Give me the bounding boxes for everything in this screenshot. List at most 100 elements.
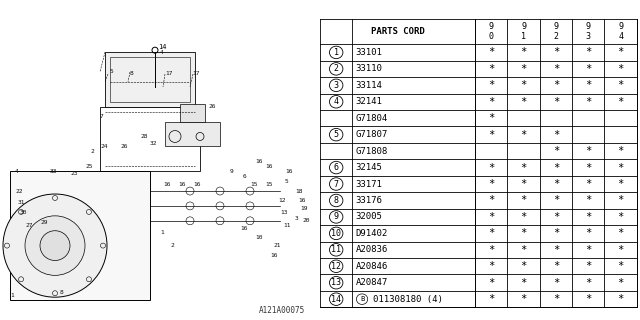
Text: 28: 28 (140, 134, 147, 139)
Text: *: * (553, 261, 559, 271)
Text: 26: 26 (208, 104, 216, 109)
Text: *: * (618, 80, 624, 90)
Text: *: * (553, 97, 559, 107)
Text: 33171: 33171 (356, 180, 383, 188)
Text: *: * (553, 294, 559, 304)
Text: *: * (520, 97, 527, 107)
Text: 16: 16 (193, 181, 200, 187)
Text: 26: 26 (120, 144, 127, 149)
Text: 2: 2 (90, 149, 93, 154)
Text: *: * (618, 261, 624, 271)
Bar (100, 107, 200, 171)
Text: 1: 1 (10, 293, 13, 298)
Circle shape (3, 194, 107, 297)
Text: A20836: A20836 (356, 245, 388, 254)
Text: *: * (553, 64, 559, 74)
Text: 3: 3 (333, 81, 339, 90)
Text: 5: 5 (110, 69, 114, 75)
Circle shape (25, 216, 85, 275)
Text: 8: 8 (60, 290, 64, 295)
Text: *: * (553, 179, 559, 189)
Text: 21: 21 (273, 243, 280, 248)
Text: *: * (618, 146, 624, 156)
Text: *: * (618, 179, 624, 189)
Text: *: * (553, 163, 559, 172)
Text: 4: 4 (15, 169, 19, 174)
Text: 9: 9 (230, 169, 234, 174)
Text: *: * (520, 261, 527, 271)
Text: 32145: 32145 (356, 163, 383, 172)
Text: *: * (585, 146, 591, 156)
Text: *: * (488, 80, 495, 90)
Text: *: * (553, 47, 559, 57)
Bar (180, 104, 205, 122)
Text: *: * (488, 179, 495, 189)
Text: *: * (618, 212, 624, 222)
Text: *: * (553, 212, 559, 222)
Text: 10: 10 (331, 229, 341, 238)
Text: 6: 6 (333, 163, 339, 172)
Text: *: * (488, 245, 495, 255)
Text: *: * (520, 47, 527, 57)
Text: *: * (520, 64, 527, 74)
Text: 2: 2 (333, 64, 339, 73)
Text: PARTS CORD: PARTS CORD (371, 27, 424, 36)
Text: 16: 16 (240, 226, 248, 231)
Text: A121A00075: A121A00075 (259, 306, 305, 315)
Text: 32: 32 (150, 141, 157, 146)
Text: *: * (618, 278, 624, 288)
Text: 6: 6 (243, 174, 247, 179)
Text: *: * (618, 245, 624, 255)
Text: 27: 27 (25, 223, 33, 228)
Text: 1: 1 (160, 230, 164, 235)
Text: A20847: A20847 (356, 278, 388, 287)
Text: *: * (618, 196, 624, 205)
Text: 011308180 (4): 011308180 (4) (373, 295, 444, 304)
Text: 17: 17 (192, 71, 200, 76)
Text: *: * (585, 261, 591, 271)
Text: 33: 33 (50, 169, 58, 174)
Text: 13: 13 (331, 278, 341, 287)
Bar (165, 122, 220, 146)
Text: 16: 16 (265, 164, 273, 169)
Text: 5: 5 (333, 130, 339, 139)
Text: 11: 11 (331, 245, 341, 254)
Text: *: * (488, 261, 495, 271)
Text: *: * (553, 228, 559, 238)
Text: *: * (585, 245, 591, 255)
Bar (110, 57, 190, 102)
Text: *: * (585, 163, 591, 172)
Text: *: * (488, 228, 495, 238)
Text: *: * (520, 196, 527, 205)
Text: *: * (553, 278, 559, 288)
Text: 9
1: 9 1 (521, 22, 526, 41)
Text: *: * (618, 294, 624, 304)
Text: 24: 24 (100, 144, 108, 149)
Text: *: * (488, 113, 495, 123)
Text: *: * (553, 245, 559, 255)
Text: *: * (585, 294, 591, 304)
Text: *: * (553, 196, 559, 205)
Text: 20: 20 (302, 218, 310, 223)
Text: *: * (520, 245, 527, 255)
Text: *: * (520, 130, 527, 140)
Text: *: * (488, 294, 495, 304)
Text: 33176: 33176 (356, 196, 383, 205)
Text: *: * (488, 196, 495, 205)
Text: 11: 11 (283, 223, 291, 228)
Text: 16: 16 (298, 198, 305, 204)
Text: *: * (488, 163, 495, 172)
Text: 13: 13 (280, 210, 287, 215)
Text: 16: 16 (285, 169, 292, 174)
Text: 2: 2 (170, 243, 173, 248)
Text: *: * (585, 80, 591, 90)
Text: 18: 18 (295, 188, 303, 194)
Text: *: * (520, 212, 527, 222)
Text: *: * (585, 278, 591, 288)
Text: 31: 31 (18, 200, 26, 205)
Text: A20846: A20846 (356, 262, 388, 271)
Circle shape (40, 231, 70, 260)
Text: 23: 23 (70, 171, 77, 176)
Text: 9
2: 9 2 (554, 22, 559, 41)
Text: *: * (520, 80, 527, 90)
